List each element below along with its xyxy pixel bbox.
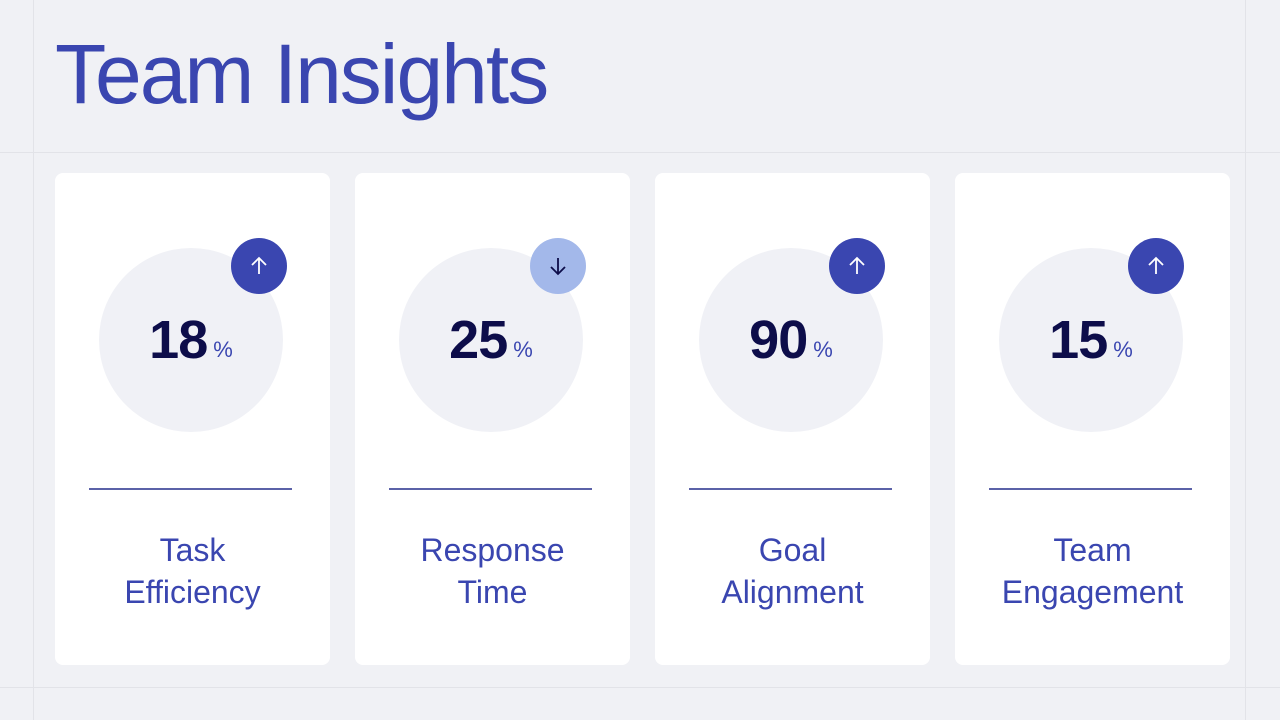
metric-label-line: Alignment (721, 574, 864, 610)
grid-line (0, 152, 1280, 153)
metric-card-goal-alignment: 90 % Goal Alignment (655, 173, 930, 665)
divider (989, 488, 1192, 490)
metric-value: 15 % (999, 248, 1183, 432)
metric-label: Team Engagement (955, 529, 1230, 613)
metric-label-line: Time (457, 574, 528, 610)
metric-card-task-efficiency: 18 % Task Efficiency (55, 173, 330, 665)
metric-label: Task Efficiency (55, 529, 330, 613)
grid-line (33, 0, 34, 720)
arrow-up-icon (849, 256, 865, 274)
metric-number: 25 (449, 310, 508, 370)
metric-card-team-engagement: 15 % Team Engagement (955, 173, 1230, 665)
metric-unit: % (213, 337, 233, 362)
metric-label: Response Time (355, 529, 630, 613)
metric-value: 25 % (399, 248, 583, 432)
metric-value: 90 % (699, 248, 883, 432)
metric-label-line: Response (420, 532, 565, 568)
metric-label-line: Task (159, 532, 226, 568)
metric-unit: % (1113, 337, 1133, 362)
trend-badge-up (231, 238, 287, 294)
trend-badge-down (530, 238, 586, 294)
arrow-up-icon (1148, 256, 1164, 274)
metric-label-line: Efficiency (124, 574, 261, 610)
trend-badge-up (1128, 238, 1184, 294)
divider (89, 488, 292, 490)
metric-unit: % (813, 337, 833, 362)
metric-label-line: Team (1053, 532, 1132, 568)
divider (689, 488, 892, 490)
metric-card-response-time: 25 % Response Time (355, 173, 630, 665)
metric-number: 18 (149, 310, 208, 370)
metric-number: 90 (749, 310, 808, 370)
grid-line (0, 687, 1280, 688)
metric-number: 15 (1049, 310, 1108, 370)
metric-label-line: Engagement (1001, 574, 1184, 610)
metric-value: 18 % (99, 248, 283, 432)
arrow-up-icon (251, 256, 267, 274)
metric-label: Goal Alignment (655, 529, 930, 613)
page-title: Team Insights (55, 27, 549, 121)
divider (389, 488, 592, 490)
metric-unit: % (513, 337, 533, 362)
grid-line (1245, 0, 1246, 720)
arrow-down-icon (550, 258, 566, 276)
trend-badge-up (829, 238, 885, 294)
metric-label-line: Goal (758, 532, 827, 568)
